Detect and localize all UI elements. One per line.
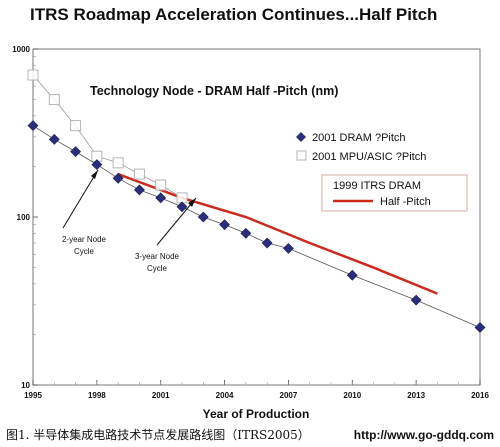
series-line-2 [117,172,438,295]
data-point-mpu [112,157,124,169]
plot-area [32,48,481,386]
annotation-arrow-3year [156,197,197,246]
x-tick-label: 2007 [280,391,298,400]
y-tick-label: 1000 [12,45,30,54]
data-point-dram [112,172,124,184]
series-layer [27,69,486,333]
x-tick-label: 2004 [216,391,234,400]
legend-box-line2: Half -Pitch [380,196,431,208]
data-point-dram [261,237,273,249]
y-tick-label: 100 [17,213,31,222]
watermark-url: http://www.go-gddq.com [354,428,494,442]
x-tick-label: 1998 [88,391,106,400]
legend-label-dram: 2001 DRAM ?Pitch [312,132,406,144]
data-point-dram [410,294,422,306]
legend-diamond-icon [296,132,306,142]
y-axis: 1000 100 10 [12,45,38,390]
legend-box [321,174,468,212]
data-point-dram [283,243,294,254]
data-point-dram [155,192,167,204]
legend-marker-mpu [296,150,307,161]
x-tick-label: 1995 [24,391,42,400]
data-point-dram [176,201,188,213]
arrow-head-icon [91,170,98,179]
data-point-mpu [133,168,145,180]
data-point-dram [48,133,60,145]
data-point-dram [27,120,39,132]
x-axis: 1995 1998 2001 2004 2007 2010 2013 2016 [24,380,489,400]
legend-box-1999: 1999 ITRS DRAM Half -Pitch [321,174,468,212]
figure-caption: 图1. 半导体集成电路技术节点发展路线图（ITRS2005） [6,427,310,442]
annotation-arrow-2year [62,169,99,229]
data-point-mpu [176,192,188,204]
legend-marker-dram [296,132,306,142]
chart-subtitle: Technology Node - DRAM Half -Pitch (nm) [90,84,338,98]
x-axis-label: Year of Production [203,407,310,421]
data-point-mpu [155,179,167,191]
series-line-0 [32,125,481,328]
annotation-2year-line1: 2-year Node [62,235,107,244]
chart-title: ITRS Roadmap Acceleration Continues...Ha… [30,5,437,24]
legend: 2001 DRAM ?Pitch 2001 MPU/ASIC ?Pitch [296,132,426,163]
data-point-mpu [27,69,39,81]
annotation-3year-line1: 3-year Node [135,252,180,261]
x-tick-label: 2010 [343,391,361,400]
annotation-2year: 2-year Node Cycle [62,169,107,256]
data-point-dram [134,184,145,196]
legend-label-mpu: 2001 MPU/ASIC ?Pitch [312,151,426,163]
data-point-dram [346,269,358,281]
data-point-dram [91,159,103,171]
x-tick-label: 2013 [407,391,425,400]
legend-box-line1: 1999 ITRS DRAM [333,180,421,192]
annotation-3year: 3-year Node Cycle [135,197,197,273]
x-tick-label: 2016 [471,391,489,400]
annotation-3year-line2: Cycle [147,264,168,273]
data-point-mpu [70,120,82,132]
y-tick-label: 10 [21,381,30,390]
data-point-mpu [48,94,60,106]
x-tick-label: 2001 [152,391,170,400]
data-point-dram [240,227,252,239]
data-point-dram [197,211,209,223]
data-point-dram [474,322,486,333]
data-point-dram [70,146,81,158]
plot-frame [32,48,481,386]
annotation-2year-line2: Cycle [74,247,95,256]
arrow-head-icon [188,198,196,207]
data-point-dram [219,219,230,231]
